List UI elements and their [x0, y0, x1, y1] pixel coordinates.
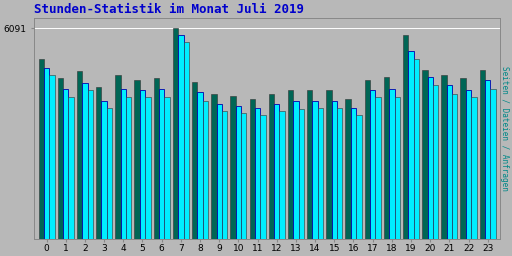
Bar — [192, 82, 197, 239]
Bar — [365, 80, 370, 239]
Bar — [452, 94, 457, 239]
Bar — [318, 108, 323, 239]
Bar — [466, 90, 471, 239]
Bar — [269, 94, 274, 239]
Bar — [356, 115, 361, 239]
Bar — [96, 87, 101, 239]
Bar — [178, 35, 183, 239]
Bar — [433, 85, 438, 239]
Y-axis label: Seiten / Dateien / Anfragen: Seiten / Dateien / Anfragen — [500, 66, 508, 191]
Bar — [389, 89, 395, 239]
Bar — [101, 101, 107, 239]
Bar — [82, 83, 88, 239]
Bar — [293, 101, 298, 239]
Bar — [274, 104, 280, 239]
Bar — [403, 35, 409, 239]
Bar — [121, 89, 126, 239]
Bar — [154, 78, 159, 239]
Bar — [414, 59, 419, 239]
Bar — [370, 90, 375, 239]
Bar — [422, 70, 428, 239]
Bar — [255, 108, 260, 239]
Bar — [384, 77, 389, 239]
Bar — [441, 75, 446, 239]
Bar — [307, 90, 312, 239]
Bar — [260, 115, 266, 239]
Bar — [44, 68, 49, 239]
Bar — [298, 110, 304, 239]
Bar — [69, 97, 74, 239]
Bar — [241, 113, 246, 239]
Bar — [38, 59, 44, 239]
Bar — [485, 80, 490, 239]
Bar — [236, 106, 241, 239]
Bar — [107, 108, 112, 239]
Bar — [337, 108, 343, 239]
Bar — [375, 97, 381, 239]
Bar — [346, 99, 351, 239]
Bar — [126, 97, 132, 239]
Bar — [217, 104, 222, 239]
Bar — [145, 97, 151, 239]
Bar — [312, 101, 318, 239]
Bar — [446, 85, 452, 239]
Text: Stunden-Statistik im Monat Juli 2019: Stunden-Statistik im Monat Juli 2019 — [34, 4, 304, 16]
Bar — [173, 28, 178, 239]
Bar — [428, 77, 433, 239]
Bar — [211, 94, 217, 239]
Bar — [164, 97, 169, 239]
Bar — [471, 97, 477, 239]
Bar — [203, 101, 208, 239]
Bar — [395, 97, 400, 239]
Bar — [77, 71, 82, 239]
Bar — [326, 90, 332, 239]
Bar — [280, 111, 285, 239]
Bar — [183, 42, 189, 239]
Bar — [58, 78, 63, 239]
Bar — [115, 75, 121, 239]
Bar — [197, 92, 203, 239]
Bar — [63, 89, 69, 239]
Bar — [409, 50, 414, 239]
Bar — [135, 80, 140, 239]
Bar — [159, 89, 164, 239]
Bar — [140, 90, 145, 239]
Bar — [88, 90, 93, 239]
Bar — [222, 111, 227, 239]
Bar — [230, 95, 236, 239]
Bar — [49, 75, 55, 239]
Bar — [332, 101, 337, 239]
Bar — [490, 89, 496, 239]
Bar — [480, 70, 485, 239]
Bar — [288, 90, 293, 239]
Bar — [460, 78, 466, 239]
Bar — [351, 108, 356, 239]
Bar — [249, 99, 255, 239]
